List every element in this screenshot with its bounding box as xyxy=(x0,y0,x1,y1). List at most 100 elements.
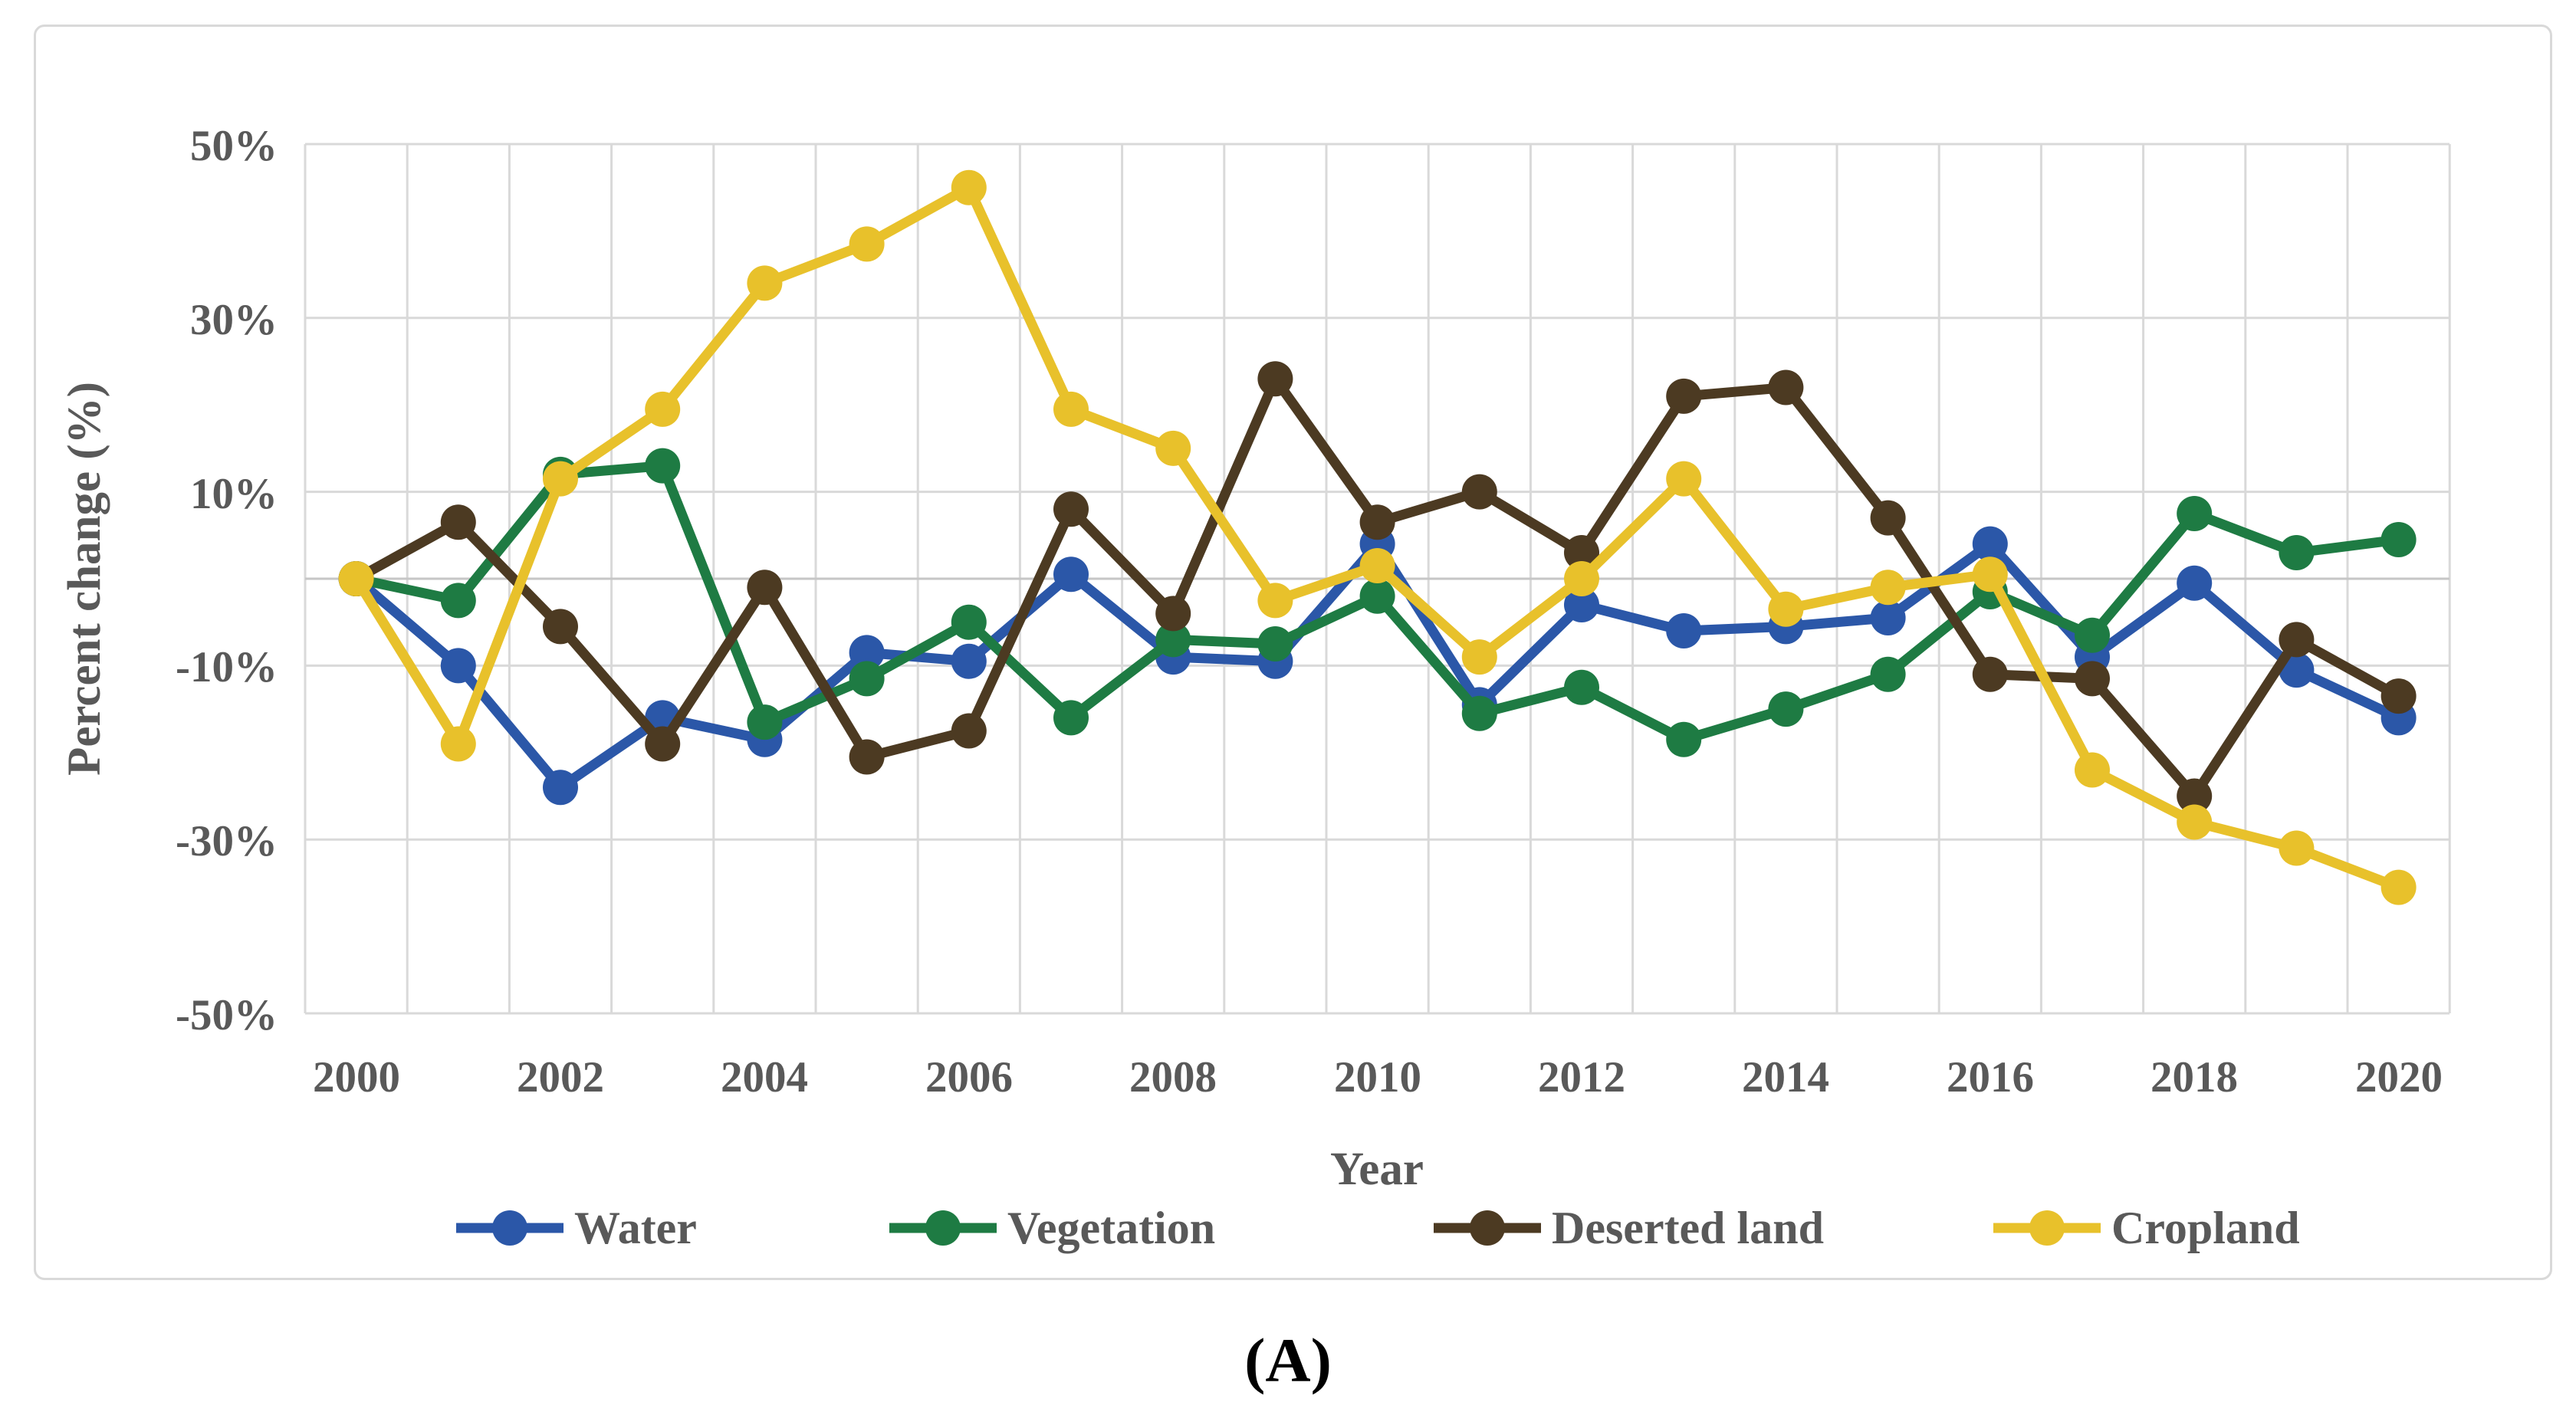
data-point-deserted-land-2014 xyxy=(1768,369,1804,405)
data-point-cropland-2005 xyxy=(849,226,885,262)
y-tick-label: 30% xyxy=(190,296,278,344)
data-point-water-2005 xyxy=(849,635,885,671)
data-point-deserted-land-2009 xyxy=(1257,361,1293,397)
data-point-cropland-2010 xyxy=(1359,548,1395,583)
x-axis-tick-labels: 2000 2002 2004 2006 2008 2010 2012 2014 … xyxy=(313,1053,2443,1101)
data-point-water-2012 xyxy=(1564,587,1599,622)
series-deserted-land xyxy=(338,361,2417,814)
data-point-vegetation-2005 xyxy=(849,661,885,697)
data-point-water-2001 xyxy=(440,648,476,684)
x-tick-label: 2014 xyxy=(1742,1053,1829,1101)
y-tick-label: -30% xyxy=(176,817,278,865)
data-point-vegetation-2010 xyxy=(1359,578,1395,614)
data-point-deserted-land-2017 xyxy=(2075,661,2110,697)
data-point-cropland-2020 xyxy=(2380,869,2417,905)
series-cropland xyxy=(338,169,2417,905)
data-point-water-2013 xyxy=(1666,613,1702,648)
data-point-cropland-2016 xyxy=(1972,556,2008,593)
data-point-deserted-land-2008 xyxy=(1155,596,1191,632)
data-point-vegetation-2017 xyxy=(2075,617,2110,653)
data-point-cropland-2014 xyxy=(1768,591,1804,627)
x-tick-label: 2020 xyxy=(2355,1053,2443,1101)
data-point-deserted-land-2007 xyxy=(1053,491,1089,527)
data-point-vegetation-2009 xyxy=(1257,626,1293,662)
x-tick-label: 2006 xyxy=(925,1053,1013,1101)
data-point-deserted-land-2001 xyxy=(440,504,476,540)
data-point-deserted-land-2011 xyxy=(1461,474,1497,510)
y-tick-label: 10% xyxy=(190,470,278,518)
data-point-deserted-land-2013 xyxy=(1666,378,1702,414)
deserted-land-line-marker-icon xyxy=(1434,1210,1541,1246)
data-point-vegetation-2013 xyxy=(1666,721,1702,757)
data-point-deserted-land-2010 xyxy=(1359,504,1395,540)
data-point-cropland-2015 xyxy=(1870,570,1906,606)
data-point-vegetation-2006 xyxy=(951,604,987,640)
data-point-cropland-2006 xyxy=(951,169,987,205)
data-point-cropland-2018 xyxy=(2177,804,2213,840)
legend: Water Vegetation Deserted land Cropland xyxy=(0,1200,2576,1256)
x-tick-label: 2018 xyxy=(2150,1053,2238,1101)
y-axis-tick-labels: 50% 30% 10% -10% -30% -50% xyxy=(176,122,278,1039)
data-point-deserted-land-2015 xyxy=(1870,500,1906,536)
legend-item-deserted-land: Deserted land xyxy=(1434,1200,1824,1256)
x-axis-title: Year xyxy=(1330,1144,1424,1195)
y-axis-title: Percent change (%) xyxy=(59,382,110,776)
data-point-deserted-land-2016 xyxy=(1972,656,2008,692)
water-line-marker-icon xyxy=(456,1210,564,1246)
data-point-deserted-land-2019 xyxy=(2279,622,2315,658)
x-tick-label: 2004 xyxy=(721,1053,808,1101)
data-point-vegetation-2015 xyxy=(1870,656,1906,692)
data-point-vegetation-2008 xyxy=(1155,622,1191,658)
y-tick-label: -50% xyxy=(176,991,278,1039)
data-point-cropland-2013 xyxy=(1666,461,1702,497)
data-point-cropland-2008 xyxy=(1155,430,1191,466)
data-point-deserted-land-2012 xyxy=(1564,535,1599,570)
legend-label: Vegetation xyxy=(1007,1202,1216,1253)
data-point-cropland-2007 xyxy=(1053,391,1089,427)
data-point-water-2016 xyxy=(1972,526,2008,562)
data-point-cropland-2001 xyxy=(440,726,476,762)
data-point-cropland-2000 xyxy=(338,561,374,596)
vegetation-line-marker-icon xyxy=(889,1210,997,1246)
data-point-deserted-land-2005 xyxy=(849,739,885,775)
y-tick-label: 50% xyxy=(190,122,278,170)
data-point-vegetation-2004 xyxy=(747,704,783,740)
data-point-cropland-2017 xyxy=(2075,752,2110,788)
x-tick-label: 2008 xyxy=(1129,1053,1217,1101)
legend-item-water: Water xyxy=(456,1200,697,1256)
data-point-deserted-land-2003 xyxy=(645,726,681,762)
x-tick-label: 2010 xyxy=(1334,1053,1421,1101)
data-point-deserted-land-2002 xyxy=(543,609,578,645)
data-point-cropland-2009 xyxy=(1257,583,1293,619)
legend-item-cropland: Cropland xyxy=(1993,1200,2300,1256)
data-point-cropland-2019 xyxy=(2279,830,2315,866)
data-point-deserted-land-2020 xyxy=(2380,678,2417,714)
y-tick-label: -10% xyxy=(176,643,278,691)
series-layer xyxy=(338,169,2417,905)
data-point-cropland-2012 xyxy=(1564,561,1599,596)
legend-item-vegetation: Vegetation xyxy=(889,1200,1215,1256)
data-point-vegetation-2003 xyxy=(645,448,681,484)
data-point-cropland-2011 xyxy=(1461,639,1497,675)
data-point-vegetation-2011 xyxy=(1461,695,1497,731)
data-point-deserted-land-2018 xyxy=(2177,778,2213,814)
data-point-vegetation-2012 xyxy=(1564,669,1599,705)
data-point-cropland-2003 xyxy=(645,391,681,427)
data-point-vegetation-2020 xyxy=(2380,522,2417,557)
x-tick-label: 2000 xyxy=(313,1053,400,1101)
data-point-water-2007 xyxy=(1053,556,1089,593)
x-tick-label: 2016 xyxy=(1947,1053,2034,1101)
data-point-deserted-land-2006 xyxy=(951,713,987,749)
data-point-vegetation-2018 xyxy=(2177,496,2213,531)
data-point-water-2006 xyxy=(951,643,987,679)
cropland-line-marker-icon xyxy=(1993,1210,2101,1246)
data-point-water-2015 xyxy=(1870,600,1906,635)
legend-label: Cropland xyxy=(2111,1202,2300,1253)
data-point-water-2002 xyxy=(543,770,578,806)
data-point-vegetation-2001 xyxy=(440,583,476,619)
legend-label: Deserted land xyxy=(1552,1202,1824,1253)
data-point-cropland-2002 xyxy=(543,461,578,497)
legend-label: Water xyxy=(574,1202,697,1253)
figure-caption: (A) xyxy=(1244,1325,1332,1395)
